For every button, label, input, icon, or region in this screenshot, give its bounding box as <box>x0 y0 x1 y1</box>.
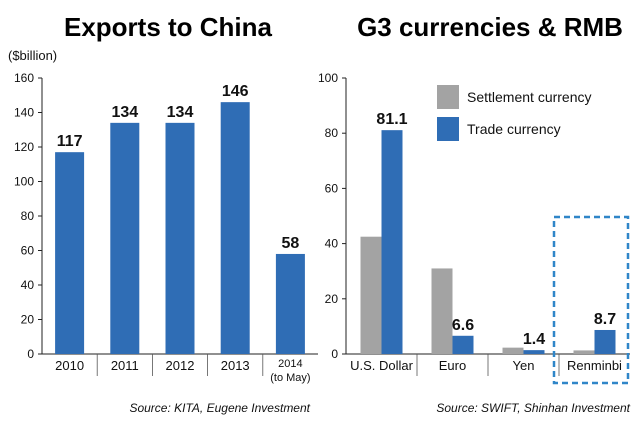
x-category-label: 2010 <box>55 358 84 373</box>
bar-settlement-renminbi <box>573 350 595 354</box>
y-tick-label: 140 <box>14 106 34 120</box>
x-category-label: 2013 <box>221 358 250 373</box>
y-axis-label: ($billion) <box>8 48 57 63</box>
source-note: Source: SWIFT, Shinhan Investment <box>436 401 630 415</box>
chart-title: Exports to China <box>64 12 273 42</box>
bar-2011 <box>110 122 140 354</box>
data-label: 134 <box>111 104 138 121</box>
data-label: 6.6 <box>452 317 474 334</box>
legend-label: Settlement currency <box>467 89 592 105</box>
chart-title: G3 currencies & RMB <box>357 12 623 42</box>
bar-trade-u-s-dollar <box>381 130 403 354</box>
legend-label: Trade currency <box>467 121 561 137</box>
x-category-label: 2012 <box>166 358 195 373</box>
data-label: 117 <box>57 133 83 150</box>
x-category-label: Yen <box>513 358 535 373</box>
y-tick-label: 40 <box>325 237 339 251</box>
y-tick-label: 160 <box>14 71 34 85</box>
data-label: 134 <box>167 104 194 121</box>
bar-settlement-euro <box>431 268 453 354</box>
legend-swatch <box>437 85 459 109</box>
x-category-sublabel: (to May) <box>270 372 310 384</box>
y-tick-label: 100 <box>318 71 338 85</box>
y-tick-label: 0 <box>27 347 34 361</box>
bar-2012 <box>165 122 195 354</box>
bar-trade-euro <box>452 335 474 354</box>
data-label: 8.7 <box>594 311 616 328</box>
y-tick-label: 120 <box>14 140 34 154</box>
x-category-label: Renminbi <box>567 358 622 373</box>
bar-2014 <box>275 253 305 354</box>
data-label: 146 <box>222 83 249 100</box>
x-category-label: U.S. Dollar <box>350 358 414 373</box>
y-tick-label: 40 <box>21 278 35 292</box>
data-label: 81.1 <box>376 111 407 128</box>
y-tick-label: 60 <box>21 244 35 258</box>
y-tick-label: 0 <box>331 347 338 361</box>
data-label: 1.4 <box>523 331 545 348</box>
bar-settlement-yen <box>502 347 524 354</box>
y-tick-label: 60 <box>325 181 339 195</box>
currency-chart: G3 currencies & RMB 0 20 40 60 80 100 81.1 U.S. … <box>318 12 631 415</box>
y-tick-label: 20 <box>21 313 35 327</box>
y-tick-label: 80 <box>325 126 339 140</box>
bar-2010 <box>55 152 85 354</box>
x-category-label: 2014 <box>278 358 302 370</box>
bar-settlement-u-s-dollar <box>360 236 382 354</box>
source-note: Source: KITA, Eugene Investment <box>129 401 310 415</box>
x-category-label: Euro <box>439 358 466 373</box>
y-tick-label: 80 <box>21 209 35 223</box>
bar-trade-renminbi <box>594 329 616 354</box>
x-category-label: 2011 <box>111 358 139 373</box>
exports-chart: Exports to China ($billion) 0 20 40 60 80 100 12… <box>8 12 318 415</box>
legend-swatch <box>437 117 459 141</box>
y-tick-label: 20 <box>325 292 339 306</box>
data-label: 58 <box>282 235 300 252</box>
y-tick-label: 100 <box>14 175 34 189</box>
bar-trade-yen <box>523 350 545 354</box>
bar-2013 <box>220 102 250 355</box>
